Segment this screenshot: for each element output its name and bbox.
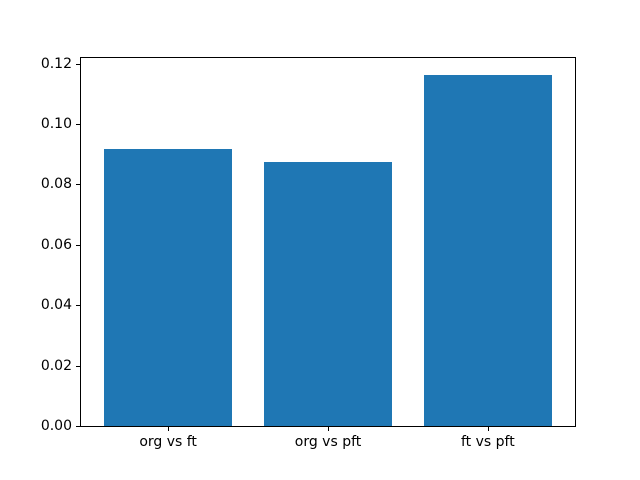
y-tick-mark — [76, 124, 80, 126]
x-tick-mark — [487, 427, 489, 431]
y-tick-label: 0.10 — [40, 116, 72, 133]
x-tick-label: org vs pft — [294, 434, 362, 450]
axes — [80, 57, 576, 427]
x-tick-mark — [168, 427, 170, 431]
y-tick-mark — [76, 365, 80, 367]
bar — [423, 74, 552, 426]
y-tick-mark — [76, 305, 80, 307]
x-tick-label: org vs ft — [139, 434, 197, 450]
y-tick-label: 0.12 — [40, 55, 72, 72]
y-tick-label: 0.02 — [40, 357, 72, 374]
y-tick-label: 0.04 — [40, 297, 72, 314]
y-tick-mark — [76, 244, 80, 246]
x-tick-mark — [328, 427, 329, 431]
y-tick-mark — [76, 426, 80, 427]
y-tick-label: 0.06 — [40, 236, 72, 253]
x-tick-label: ft vs pft — [461, 434, 515, 450]
y-tick-mark — [76, 63, 80, 65]
bar — [104, 149, 233, 426]
y-tick-label: 0.00 — [40, 418, 72, 434]
y-tick-label: 0.08 — [40, 176, 72, 193]
y-tick-mark — [76, 184, 80, 186]
bar — [264, 161, 392, 426]
